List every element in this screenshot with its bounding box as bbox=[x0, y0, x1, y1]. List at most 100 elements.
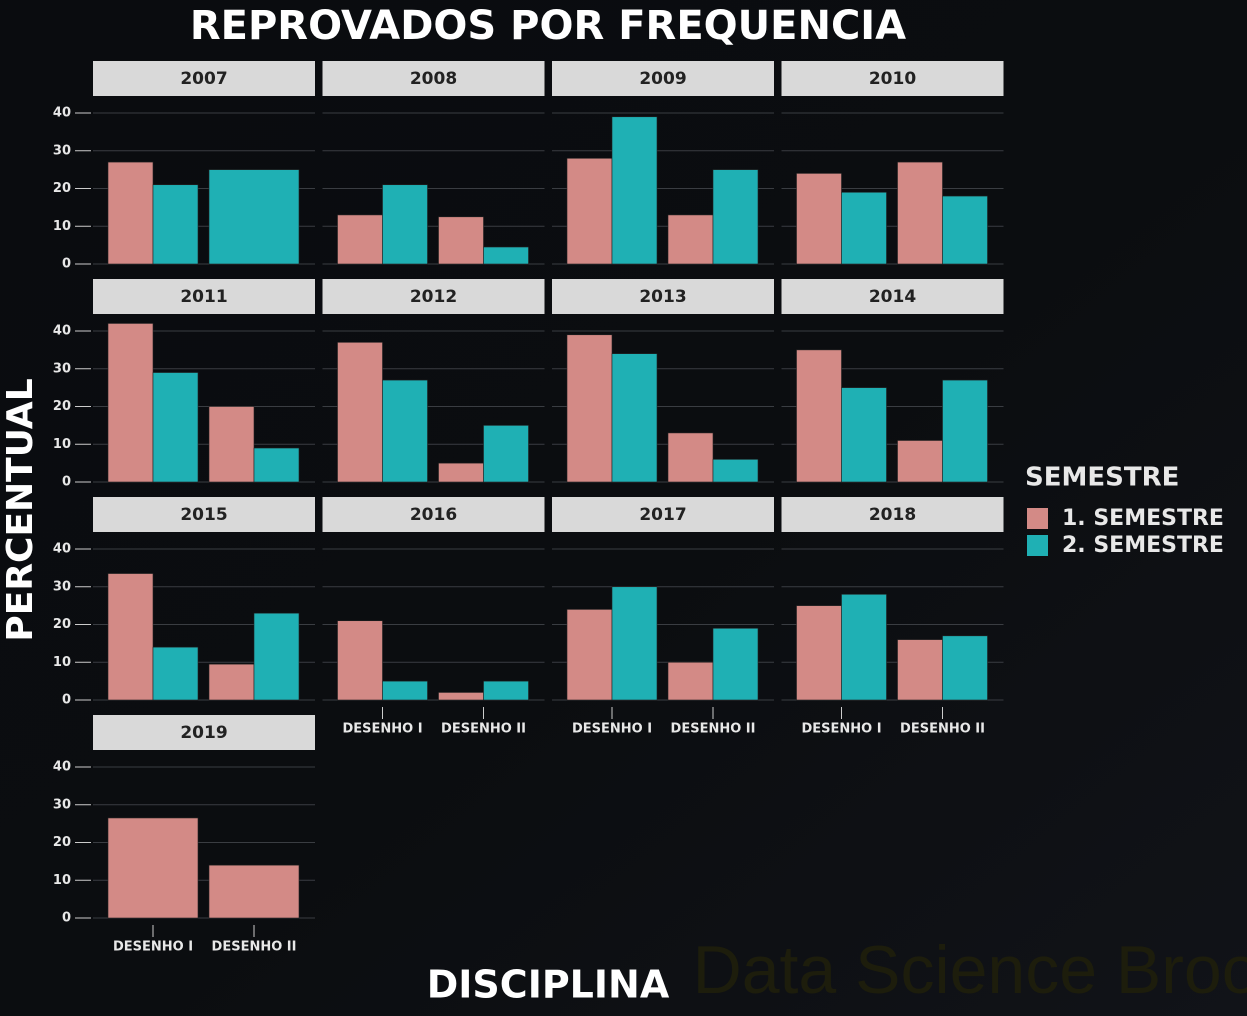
bar bbox=[107, 161, 154, 265]
y-tick-label: 40 bbox=[53, 760, 71, 775]
bar bbox=[942, 379, 988, 483]
panel-title: 2014 bbox=[869, 287, 916, 307]
bar bbox=[667, 214, 714, 265]
y-tick-label: 20 bbox=[53, 617, 71, 632]
legend-title: SEMESTRE bbox=[1025, 463, 1179, 493]
bar bbox=[382, 184, 428, 265]
legend-key bbox=[1027, 508, 1048, 529]
bar bbox=[337, 342, 383, 483]
bar bbox=[382, 379, 428, 483]
strip bbox=[93, 61, 315, 96]
y-tick-label: 0 bbox=[62, 693, 71, 708]
y-axis-label: PERCENTUAL bbox=[0, 378, 41, 641]
y-tick-label: 40 bbox=[53, 542, 71, 557]
x-tick-label: DESENHO II bbox=[212, 940, 297, 955]
x-tick-label: DESENHO I bbox=[342, 722, 422, 737]
bar bbox=[152, 646, 199, 701]
bar bbox=[382, 680, 428, 701]
bar bbox=[152, 372, 199, 483]
bar bbox=[796, 349, 842, 483]
y-tick-label: 10 bbox=[53, 437, 71, 452]
bar bbox=[208, 406, 255, 483]
y-tick-label: 10 bbox=[53, 655, 71, 670]
legend-key bbox=[1027, 535, 1048, 556]
bar bbox=[438, 216, 484, 265]
panel-title: 2017 bbox=[639, 505, 686, 525]
strip bbox=[552, 497, 774, 532]
panel-title: 2012 bbox=[410, 287, 457, 307]
x-tick-label: DESENHO I bbox=[113, 940, 193, 955]
bar bbox=[611, 586, 658, 701]
y-tick-label: 20 bbox=[53, 835, 71, 850]
y-tick-label: 10 bbox=[53, 219, 71, 234]
bar bbox=[566, 158, 613, 265]
bar bbox=[483, 246, 529, 265]
y-tick-label: 30 bbox=[53, 361, 71, 376]
y-tick-label: 30 bbox=[53, 797, 71, 812]
chart-title: REPROVADOS POR FREQUENCIA bbox=[190, 3, 906, 49]
strip bbox=[93, 279, 315, 314]
x-tick-label: DESENHO II bbox=[900, 722, 985, 737]
y-tick-label: 30 bbox=[53, 143, 71, 158]
bar bbox=[667, 661, 714, 701]
bar bbox=[897, 440, 943, 483]
bar bbox=[841, 387, 887, 483]
bar bbox=[253, 612, 300, 701]
x-tick-label: DESENHO II bbox=[671, 722, 756, 737]
bar bbox=[208, 663, 255, 701]
bar bbox=[337, 620, 383, 701]
bar bbox=[438, 692, 484, 701]
panel-title: 2011 bbox=[180, 287, 227, 307]
panel-title: 2016 bbox=[410, 505, 457, 525]
bar bbox=[897, 639, 943, 701]
strip bbox=[781, 279, 1004, 314]
x-tick-label: DESENHO II bbox=[441, 722, 526, 737]
x-axis-label: DISCIPLINA bbox=[427, 963, 670, 1007]
y-tick-label: 0 bbox=[62, 257, 71, 272]
x-tick-label: DESENHO I bbox=[801, 722, 881, 737]
bar bbox=[796, 605, 842, 701]
bar bbox=[712, 627, 759, 701]
bar bbox=[438, 462, 484, 483]
strip bbox=[552, 61, 774, 96]
y-tick-label: 30 bbox=[53, 579, 71, 594]
bar bbox=[337, 214, 383, 265]
panel-title: 2019 bbox=[180, 723, 227, 743]
bar bbox=[253, 447, 300, 483]
panel-title: 2009 bbox=[639, 69, 686, 89]
strip bbox=[781, 497, 1004, 532]
strip bbox=[93, 497, 315, 532]
bar bbox=[566, 609, 613, 701]
bar bbox=[942, 635, 988, 701]
bar bbox=[566, 334, 613, 483]
y-tick-label: 0 bbox=[62, 475, 71, 490]
bar bbox=[152, 184, 199, 265]
bar bbox=[942, 195, 988, 265]
bar bbox=[611, 353, 658, 483]
legend-label: 1. SEMESTRE bbox=[1062, 506, 1224, 531]
panel-title: 2013 bbox=[639, 287, 686, 307]
y-tick-label: 0 bbox=[62, 911, 71, 926]
bar bbox=[107, 323, 154, 483]
watermark: Data Science Broon bbox=[693, 932, 1247, 1008]
bar bbox=[208, 169, 300, 265]
strip bbox=[93, 715, 315, 750]
panel-title: 2018 bbox=[869, 505, 916, 525]
strip bbox=[322, 497, 545, 532]
bar bbox=[611, 116, 658, 265]
panel-title: 2015 bbox=[180, 505, 227, 525]
strip bbox=[322, 61, 545, 96]
bar bbox=[483, 680, 529, 701]
legend-label: 2. SEMESTRE bbox=[1062, 533, 1224, 558]
y-tick-label: 10 bbox=[53, 873, 71, 888]
bar bbox=[208, 864, 300, 919]
strip bbox=[552, 279, 774, 314]
bar bbox=[107, 573, 154, 701]
strip bbox=[781, 61, 1004, 96]
bar bbox=[897, 161, 943, 265]
bar bbox=[841, 191, 887, 265]
y-tick-label: 20 bbox=[53, 181, 71, 196]
strip bbox=[322, 279, 545, 314]
x-tick-label: DESENHO I bbox=[572, 722, 652, 737]
bar bbox=[796, 173, 842, 265]
